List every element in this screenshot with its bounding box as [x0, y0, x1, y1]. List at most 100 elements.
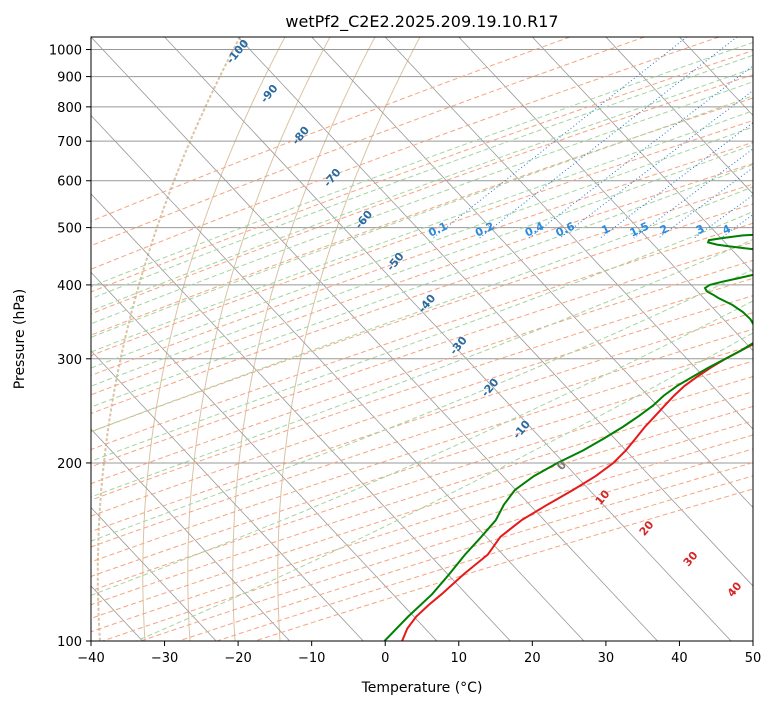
mixing-ratio-line [633, 148, 753, 239]
y-tick-label: 1000 [49, 44, 82, 59]
y-tick-label: 400 [57, 279, 82, 294]
dry-adiabat-line [178, 462, 753, 641]
adiabat-label: -10 [510, 418, 533, 442]
x-tick-label: 40 [671, 651, 688, 666]
isotherm-line [91, 506, 217, 641]
mixing-ratio-line [528, 65, 753, 239]
x-tick-label: 20 [524, 651, 541, 666]
mixing-ratio-label: 1.5 [628, 220, 651, 240]
adiabat-label: 30 [681, 549, 701, 569]
dry-adiabat-line [91, 97, 753, 336]
line-labels: 0.1 0.2 0.4 0.6 1 1.5 2 3 4-100-90-80-70-60-50-4… [224, 37, 745, 600]
dry-adiabat-line [91, 259, 753, 485]
dry-adiabat-line [91, 328, 753, 548]
y-tick-label: 100 [57, 635, 82, 650]
x-tick-label: −10 [298, 651, 325, 666]
x-axis-label: Temperature (°C) [361, 680, 483, 696]
isotherm-line [91, 350, 364, 641]
plot-frame [90, 36, 754, 642]
background-arc [142, 37, 286, 641]
moist-adiabat-line [91, 67, 753, 312]
y-tick-label: 800 [57, 101, 82, 116]
mixing-ratio-label: 0.6 [554, 219, 577, 239]
dry-adiabat-line [91, 312, 753, 533]
adiabat-label: -70 [321, 166, 344, 190]
x-tick-label: −40 [77, 651, 104, 666]
moist-adiabat-line [91, 95, 753, 338]
moist-adiabat-line [91, 268, 753, 542]
isotherm-line [311, 37, 753, 509]
moist-adiabat-line [91, 110, 753, 353]
dry-adiabat-line [102, 434, 753, 641]
isotherm-line [458, 37, 753, 352]
mixing-ratio-line [658, 167, 753, 239]
dry-adiabat-line [91, 74, 753, 315]
isotherm-line [532, 37, 753, 273]
dry-adiabat-line [91, 375, 753, 592]
axis-ticks: −40 −30 −20 −10 0 10 20 30 40 50 100 200 300 400 500 60… [49, 44, 761, 666]
isotherm-line [384, 37, 753, 430]
y-tick-label: 700 [57, 135, 82, 150]
sounding-lines [383, 233, 753, 641]
mixing-ratio-line [432, 37, 688, 239]
isotherm-line [752, 37, 753, 38]
x-tick-label: 30 [598, 651, 615, 666]
adiabat-label: 20 [637, 518, 657, 538]
mixing-ratio-line [720, 213, 753, 239]
background-arc [187, 37, 331, 641]
dry-adiabat-line [91, 163, 753, 396]
y-tick-label: 600 [57, 175, 82, 190]
isotherm-line [91, 271, 438, 641]
dry-adiabat-line [91, 183, 753, 415]
adiabat-label: -40 [416, 292, 439, 316]
isotherm-line [91, 193, 511, 641]
dry-adiabat-line [91, 222, 753, 451]
background-arc [96, 37, 241, 641]
moist-adiabat-line [91, 54, 753, 300]
y-tick-label: 200 [57, 457, 82, 472]
moist-adiabat-line [91, 186, 753, 433]
adiabat-label: 40 [725, 579, 745, 599]
moist-adiabat-line [91, 81, 753, 325]
mixing-ratio-label: 2 [658, 222, 670, 237]
moist-adiabat-line [91, 164, 753, 408]
y-axis-label: Pressure (hPa) [12, 289, 28, 389]
dry-adiabat-line [91, 295, 753, 517]
temperature-line [401, 343, 753, 641]
x-tick-label: −30 [151, 651, 178, 666]
dry-adiabat-line [91, 141, 753, 377]
dry-adiabat-line [91, 277, 753, 501]
y-tick-label: 900 [57, 71, 82, 86]
dry-adiabat-line [91, 120, 753, 357]
mixing-ratio-line [694, 194, 753, 239]
background-lines [91, 37, 775, 641]
mixing-ratio-label: 4 [720, 222, 733, 237]
isotherm-line [164, 37, 732, 641]
chart-title: wetPf2_C2E2.2025.209.19.10.R17 [285, 12, 558, 32]
dry-adiabat-line [91, 49, 753, 293]
dry-adiabat-line [91, 360, 753, 577]
y-tick-label: 300 [57, 353, 82, 368]
x-tick-label: −20 [224, 651, 251, 666]
dry-adiabat-line [91, 37, 571, 222]
isotherm-line [237, 37, 753, 587]
moist-adiabat-line [91, 41, 753, 288]
moist-adiabat-line [91, 211, 753, 462]
adiabat-label: -30 [447, 334, 470, 358]
mixing-ratio-label: 0.4 [523, 219, 546, 239]
mixing-ratio-line [760, 37, 775, 238]
dewpoint-line [383, 233, 753, 641]
dry-adiabat-line [91, 37, 720, 270]
adiabat-label: -80 [289, 124, 312, 148]
isotherm-line [91, 428, 291, 641]
isotherm-line [605, 37, 753, 195]
moist-adiabat-line [91, 126, 753, 369]
x-tick-label: 10 [451, 651, 468, 666]
moist-adiabat-line [91, 300, 753, 596]
y-tick-label: 500 [57, 222, 82, 237]
adiabat-label: -20 [479, 376, 502, 400]
dry-adiabat-line [91, 344, 753, 563]
moist-adiabat-line [91, 238, 753, 498]
mixing-ratio-line [559, 89, 753, 239]
